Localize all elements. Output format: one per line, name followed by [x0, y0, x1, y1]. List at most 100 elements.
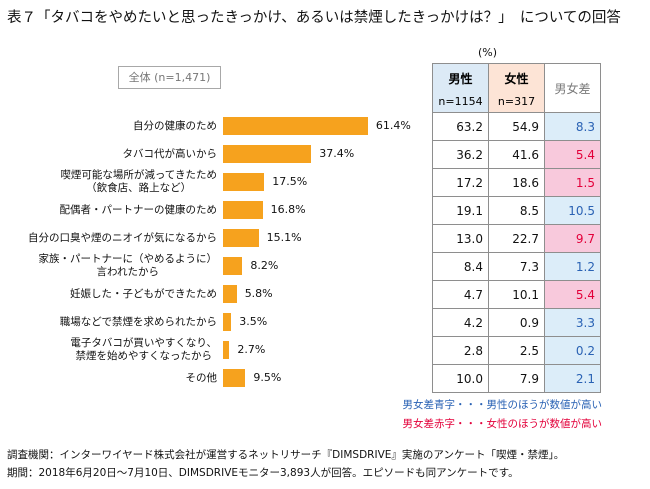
male-value-cell: 17.2	[432, 168, 489, 197]
gender-diff-cell: 5.4	[544, 280, 601, 309]
bar	[223, 117, 368, 135]
bar	[223, 285, 237, 303]
bar-value-label: 8.2%	[250, 259, 279, 272]
overall-sample-label: 全体 (n=1,471)	[118, 66, 221, 89]
female-value-cell: 8.5	[488, 196, 545, 225]
bar-value-label: 3.5%	[239, 315, 268, 328]
bar-category-label: 自分の口臭や煙のニオイが気になるから	[28, 232, 217, 245]
bar-value-label: 17.5%	[272, 175, 308, 188]
male-value-cell: 36.2	[432, 140, 489, 169]
gender-diff-cell: 5.4	[544, 140, 601, 169]
female-value-cell: 10.1	[488, 280, 545, 309]
table-row: 4.7 10.1 5.4	[432, 280, 601, 309]
bar-value-label: 2.7%	[237, 343, 266, 356]
bar	[223, 257, 243, 275]
female-value-cell: 22.7	[488, 224, 545, 253]
bar-category-label-line: 家族・パートナーに（やめるように）	[38, 253, 218, 265]
header-male-n: n=1154	[438, 95, 483, 108]
bar-value-label: 9.5%	[253, 371, 282, 384]
female-value-cell: 18.6	[488, 168, 545, 197]
bar-category-label: 妊娠した・子どもができたため	[70, 288, 217, 301]
male-value-cell: 2.8	[432, 336, 489, 365]
bar-category-label: タバコ代が高いから	[123, 148, 218, 161]
bar-category-label-text: 家族・パートナーに（やめるように） 言われたから	[39, 253, 218, 279]
bar-category-label: 喫煙可能な場所が減ってきたため （飲食店、路上など）	[60, 169, 217, 195]
bar-category-label-line: 言われたから	[96, 266, 159, 278]
gender-diff-cell: 2.1	[544, 364, 601, 393]
bar	[223, 229, 259, 247]
bar-value-label: 16.8%	[270, 203, 306, 216]
header-gender-diff-label: 男女差	[554, 81, 591, 96]
table-row: 10.0 7.9 2.1	[432, 364, 601, 393]
bar-category-label-text: 電子タバコが買いやすくなり、 禁煙を始めやすくなったから	[70, 337, 217, 363]
table-row: 13.0 22.7 9.7	[432, 224, 601, 253]
table-row: 36.2 41.6 5.4	[432, 140, 601, 169]
header-female-n: n=317	[497, 95, 536, 108]
male-value-cell: 8.4	[432, 252, 489, 281]
gender-diff-cell: 0.2	[544, 336, 601, 365]
header-gender-diff: 男女差	[544, 63, 601, 113]
gender-diff-cell: 1.5	[544, 168, 601, 197]
female-value-cell: 0.9	[488, 308, 545, 337]
header-female: 女性 n=317	[488, 63, 545, 113]
table-row: 17.2 18.6 1.5	[432, 168, 601, 197]
bar-category-label: 電子タバコが買いやすくなり、 禁煙を始めやすくなったから	[70, 337, 217, 363]
bar-category-label-line: 自分の健康のため	[133, 119, 217, 132]
male-value-cell: 10.0	[432, 364, 489, 393]
bar-category-label-line: （飲食店、路上など）	[86, 182, 192, 194]
bar-category-label-line: 電子タバコが買いやすくなり、	[70, 337, 217, 349]
bar-category-label: その他	[186, 372, 218, 385]
female-value-cell: 54.9	[488, 112, 545, 141]
female-value-cell: 41.6	[488, 140, 545, 169]
bar-value-label: 37.4%	[319, 147, 355, 160]
footer-survey-period: 期間：2018年6月20日～7月10日、DIMSDRIVEモニター3,893人が…	[7, 467, 519, 479]
gender-comparison-table: 男性 n=1154 女性 n=317 男女差 63.2 54.9 8.3 36.2 41…	[432, 63, 601, 393]
female-value-cell: 2.5	[488, 336, 545, 365]
bar-category-label: 家族・パートナーに（やめるように） 言われたから	[39, 253, 218, 279]
legend-red-note: 男女差赤字・・・女性のほうが数値が高い	[402, 418, 603, 430]
bar-category-label-text: 自分の口臭や煙のニオイが気になるから	[28, 232, 217, 245]
bar-category-label-line: 自分の口臭や煙のニオイが気になるから	[28, 231, 217, 244]
bar-category-label: 配偶者・パートナーの健康のため	[60, 204, 218, 217]
header-male-label: 男性	[448, 72, 473, 86]
table-unit-label: (%)	[478, 46, 498, 59]
table-row: 4.2 0.9 3.3	[432, 308, 601, 337]
bar-category-label-text: 喫煙可能な場所が減ってきたため （飲食店、路上など）	[60, 169, 217, 195]
legend-blue-note: 男女差青字・・・男性のほうが数値が高い	[402, 399, 603, 411]
bar	[223, 369, 246, 387]
bar-category-label-line: その他	[185, 371, 218, 384]
gender-diff-cell: 3.3	[544, 308, 601, 337]
female-value-cell: 7.9	[488, 364, 545, 393]
bar-category-label-line: 喫煙可能な場所が減ってきたため	[60, 169, 217, 181]
bar-category-label-line: 職場などで禁煙を求められたから	[59, 315, 217, 328]
footer-survey-source: 調査機関：インターワイヤード株式会社が運営するネットリサーチ『DIMSDRIVE…	[7, 449, 565, 461]
bar-category-label-text: 職場などで禁煙を求められたから	[60, 316, 217, 329]
bar-value-label: 15.1%	[266, 231, 302, 244]
page-title: 表７「タバコをやめたいと思ったきっかけ、あるいは禁煙したきっかけは？」 について…	[7, 10, 621, 26]
gender-diff-cell: 8.3	[544, 112, 601, 141]
header-male: 男性 n=1154	[432, 63, 489, 113]
bar-category-label-text: 自分の健康のため	[133, 120, 217, 133]
table-row: 63.2 54.9 8.3	[432, 112, 601, 141]
bar	[223, 145, 312, 163]
bar-category-label-line: 禁煙を始めやすくなったから	[75, 350, 212, 362]
bar	[223, 341, 230, 359]
bar	[223, 201, 263, 219]
table-header-row: 男性 n=1154 女性 n=317 男女差	[432, 63, 601, 113]
table-row: 2.8 2.5 0.2	[432, 336, 601, 365]
male-value-cell: 19.1	[432, 196, 489, 225]
female-value-cell: 7.3	[488, 252, 545, 281]
bar-category-label-line: 妊娠した・子どもができたため	[70, 287, 217, 300]
table-body: 63.2 54.9 8.3 36.2 41.6 5.4 17.2 18.6 1.5 19.1 8.5…	[432, 112, 601, 393]
gender-diff-cell: 9.7	[544, 224, 601, 253]
bar	[223, 313, 232, 331]
bar-category-label-text: タバコ代が高いから	[123, 148, 218, 161]
bar-category-label: 自分の健康のため	[133, 120, 217, 133]
bar-value-label: 5.8%	[244, 287, 273, 300]
footer-notes: 調査機関：インターワイヤード株式会社が運営するネットリサーチ『DIMSDRIVE…	[7, 446, 564, 482]
male-value-cell: 4.2	[432, 308, 489, 337]
male-value-cell: 4.7	[432, 280, 489, 309]
male-value-cell: 13.0	[432, 224, 489, 253]
table-row: 8.4 7.3 1.2	[432, 252, 601, 281]
